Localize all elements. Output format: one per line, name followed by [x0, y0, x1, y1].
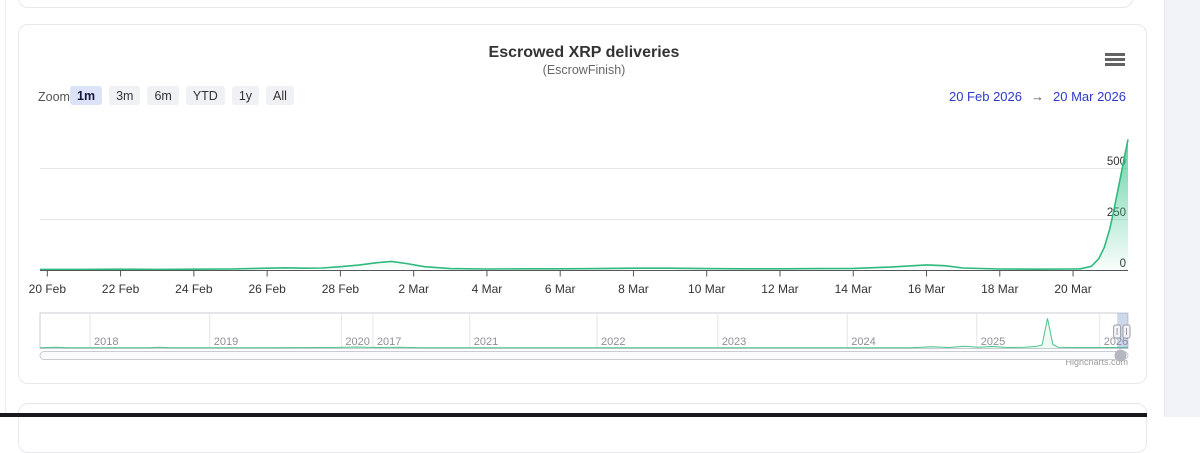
- hamburger-icon: [1105, 57, 1125, 61]
- range-to-input[interactable]: 20 Mar 2026: [1053, 89, 1126, 104]
- chart-card: [18, 24, 1147, 384]
- zoom-label: Zoom: [38, 90, 70, 104]
- chart-title: Escrowed XRP deliveries: [488, 44, 680, 61]
- range-button-ytd[interactable]: YTD: [185, 86, 225, 105]
- bottom-dark-strip: [0, 413, 1147, 417]
- range-from-input[interactable]: 20 Feb 2026: [948, 89, 1022, 104]
- page-left-divider: [5, 0, 6, 417]
- range-button-1y[interactable]: 1y: [231, 86, 260, 105]
- chart-subtitle: (EscrowFinish): [542, 63, 626, 77]
- right-background-panel: [1164, 0, 1200, 417]
- card-above-partial: [18, 0, 1133, 8]
- range-arrow-icon: →: [1031, 89, 1044, 104]
- hamburger-icon: [1105, 62, 1125, 66]
- range-button-6m[interactable]: 6m: [147, 86, 179, 105]
- range-button-3m[interactable]: 3m: [109, 86, 141, 105]
- range-button-1m[interactable]: 1m: [70, 86, 103, 105]
- chart-context-menu-button[interactable]: [1102, 49, 1128, 69]
- card-below-partial: [18, 403, 1147, 453]
- range-selector-inputs: 20 Feb 2026 → 20 Mar 2026: [949, 89, 1126, 104]
- range-button-all[interactable]: All: [266, 86, 294, 105]
- highcharts-credit[interactable]: Highcharts.com: [1065, 357, 1128, 367]
- hamburger-icon: [1105, 52, 1125, 56]
- range-selector-buttons: 1m 3m 6m YTD 1y All: [70, 86, 294, 105]
